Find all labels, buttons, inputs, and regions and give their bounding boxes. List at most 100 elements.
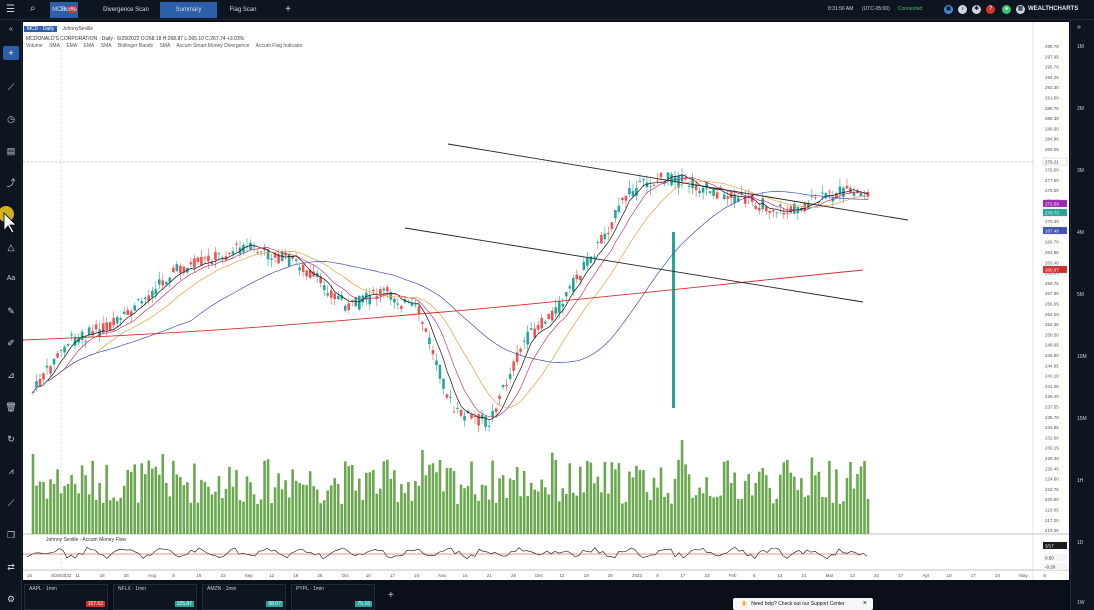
price-tick-label: 220.90 xyxy=(1045,497,1059,502)
shapes-tool-icon[interactable]: △ xyxy=(7,242,15,252)
indicator-sma-3[interactable]: SMA xyxy=(159,43,171,49)
candle-body xyxy=(645,182,649,188)
watchlist-tile-aapl[interactable]: AAPL · 1min 157.52 xyxy=(24,584,108,610)
indicator-ema[interactable]: EMA xyxy=(66,43,78,49)
refresh-icon[interactable]: ↻ xyxy=(7,434,15,444)
timeframe-2m[interactable]: 2M xyxy=(1077,106,1084,112)
candle-body xyxy=(494,408,498,413)
volume-bar xyxy=(98,482,101,534)
close-toast-icon[interactable]: × xyxy=(862,600,867,607)
volume-bar xyxy=(445,468,449,534)
indicator-flag[interactable]: Accum Flag Indicator xyxy=(255,43,303,49)
timeframe-1h[interactable]: 1H xyxy=(1077,478,1084,484)
tab-divergence-scan[interactable]: Divergence Scan xyxy=(103,7,149,13)
add-tab-button[interactable]: + xyxy=(285,4,291,15)
calendar-tool-icon[interactable]: ▤ xyxy=(6,146,16,156)
timeframe-1w[interactable]: 1W xyxy=(1077,600,1085,606)
indicator-sma[interactable]: SMA xyxy=(49,43,60,49)
candle-body xyxy=(666,172,670,180)
volume-bar xyxy=(305,485,308,534)
indicator-volume[interactable]: Volume xyxy=(26,43,43,49)
volume-bar xyxy=(329,485,333,534)
candle-body xyxy=(294,259,298,261)
candle-body xyxy=(329,290,333,298)
volume-bar xyxy=(87,494,91,534)
indicator-divergence[interactable]: Accum Smart Money Divergence xyxy=(176,43,250,49)
bell-icon[interactable]: ♪ xyxy=(958,5,967,14)
candle-body xyxy=(350,299,354,301)
date-tick-label: 9 xyxy=(656,573,659,578)
indicator-icon[interactable]: ⟋ xyxy=(7,498,15,508)
candle-body xyxy=(463,415,466,421)
copy-icon[interactable]: ❐ xyxy=(6,530,16,540)
indicator-sma-2[interactable]: SMA xyxy=(100,43,112,49)
indicator-ema-2[interactable]: EMA xyxy=(83,43,95,49)
candle-body xyxy=(684,178,687,180)
candle-body xyxy=(687,185,691,187)
symbol-badge[interactable]: MCD · Daily xyxy=(24,26,57,32)
search-icon[interactable]: ⌕ xyxy=(30,3,36,14)
volume-bar xyxy=(614,469,617,534)
candle-body xyxy=(52,358,56,365)
price-chart[interactable]: 299.70 297.95 295.70 294.25 293.30 291.60 289.… xyxy=(22,22,1069,580)
price-tick-label: 295.70 xyxy=(1045,65,1059,70)
timeframe-4m[interactable]: 4M xyxy=(1077,230,1084,236)
candle-body xyxy=(129,311,133,316)
tab-flag-scan[interactable]: Flag Scan xyxy=(229,7,257,13)
candle-body xyxy=(224,256,228,260)
indicator-bollinger[interactable]: Bollinger Bands xyxy=(118,43,154,49)
help-icon[interactable]: ? xyxy=(986,5,995,14)
timeframe-15m[interactable]: 15M xyxy=(1077,416,1087,422)
expand-icon[interactable]: » xyxy=(1077,24,1081,31)
trendline-tool-icon[interactable]: ⟋ xyxy=(7,82,15,92)
link-icon[interactable]: ⇄ xyxy=(7,562,15,572)
candle-body xyxy=(305,270,308,277)
add-watchlist-button[interactable]: + xyxy=(388,590,394,601)
support-toast[interactable]: ✋ Need help? Check out our Support Center… xyxy=(733,598,873,610)
candle-body xyxy=(743,195,747,204)
tab-summary[interactable]: Summary xyxy=(160,2,217,18)
close-icon[interactable]: × xyxy=(68,5,76,13)
sma50-line xyxy=(32,191,869,394)
chart-panel[interactable]: 299.70 297.95 295.70 294.25 293.30 291.60 289.… xyxy=(22,22,1069,580)
brush-tool-icon[interactable]: ✎ xyxy=(7,306,15,316)
watchlist-tile-amzn[interactable]: AMZN · 1min 98.07 xyxy=(202,584,286,610)
trash-icon[interactable]: 🗑 xyxy=(5,402,17,412)
tab-mcd[interactable]: MCD × xyxy=(50,2,78,18)
volume-bar xyxy=(831,502,835,534)
volume-bar xyxy=(642,470,645,534)
timeframe-10m[interactable]: 10M xyxy=(1077,354,1087,360)
chart-type-icon[interactable]: ⩘ xyxy=(8,466,14,476)
candle-body xyxy=(733,194,736,204)
user-icon[interactable]: ● xyxy=(1002,5,1011,14)
price-tick-label: 256.05 xyxy=(1045,302,1059,307)
save-icon[interactable]: ▣ xyxy=(944,5,953,14)
clock-tool-icon[interactable]: ◷ xyxy=(7,114,15,124)
text-tool-icon[interactable]: Aa xyxy=(6,275,16,282)
crosshair-tool-icon[interactable]: + xyxy=(3,46,19,60)
candle-body xyxy=(322,285,326,291)
tab-home[interactable]: Home xyxy=(60,7,77,13)
hamburger-menu-icon[interactable]: ☰ xyxy=(6,4,15,15)
collapse-icon[interactable]: « xyxy=(9,26,13,33)
candle-body xyxy=(200,256,203,266)
watchlist-tile-pypl[interactable]: PYPL · 1min 75.16 xyxy=(291,584,375,610)
volume-bar xyxy=(849,462,852,534)
candle-body xyxy=(821,192,824,194)
date-tick-label: 14 xyxy=(463,573,469,578)
timeframe-1m[interactable]: 1M xyxy=(1077,44,1084,50)
candle-body xyxy=(319,276,322,283)
volume-bar xyxy=(712,497,715,534)
candle-body xyxy=(417,306,421,314)
ruler-tool-icon[interactable]: ⊿ xyxy=(7,370,15,380)
line-chart-tool-icon[interactable]: ⤴ xyxy=(6,178,16,188)
candle-body xyxy=(424,328,428,332)
timeframe-1d[interactable]: 1D xyxy=(1077,540,1084,546)
watchlist-tile-nflx[interactable]: NFLX · 1min 325.87 xyxy=(113,584,197,610)
timeframe-3m[interactable]: 3M xyxy=(1077,168,1084,174)
settings-icon[interactable]: ⚙ xyxy=(6,594,16,604)
pencil-tool-icon[interactable]: ✐ xyxy=(7,338,15,348)
gear-icon[interactable]: ✱ xyxy=(972,5,981,14)
timeframe-5m[interactable]: 5M xyxy=(1077,292,1084,298)
volume-bar xyxy=(550,452,554,534)
